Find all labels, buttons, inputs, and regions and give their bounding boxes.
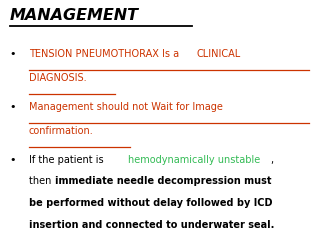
Text: CLINICAL: CLINICAL	[197, 49, 241, 59]
Text: confirmation.: confirmation.	[29, 126, 93, 136]
Text: •: •	[10, 102, 16, 112]
Text: •: •	[10, 155, 16, 165]
Text: ,: ,	[270, 155, 274, 165]
Text: MANAGEMENT: MANAGEMENT	[10, 8, 139, 24]
Text: DIAGNOSIS.: DIAGNOSIS.	[29, 73, 86, 83]
Text: be performed without delay followed by ICD: be performed without delay followed by I…	[29, 198, 272, 208]
Text: TENSION PNEUMOTHORAX Is a: TENSION PNEUMOTHORAX Is a	[29, 49, 182, 59]
Text: Management should not Wait for Image: Management should not Wait for Image	[29, 102, 223, 112]
Text: immediate needle decompression must: immediate needle decompression must	[55, 176, 272, 186]
Text: hemodynamically unstable: hemodynamically unstable	[128, 155, 260, 165]
Text: •: •	[10, 49, 16, 59]
Text: If the patient is: If the patient is	[29, 155, 107, 165]
Text: insertion and connected to underwater seal.: insertion and connected to underwater se…	[29, 220, 274, 230]
Text: then: then	[29, 176, 54, 186]
